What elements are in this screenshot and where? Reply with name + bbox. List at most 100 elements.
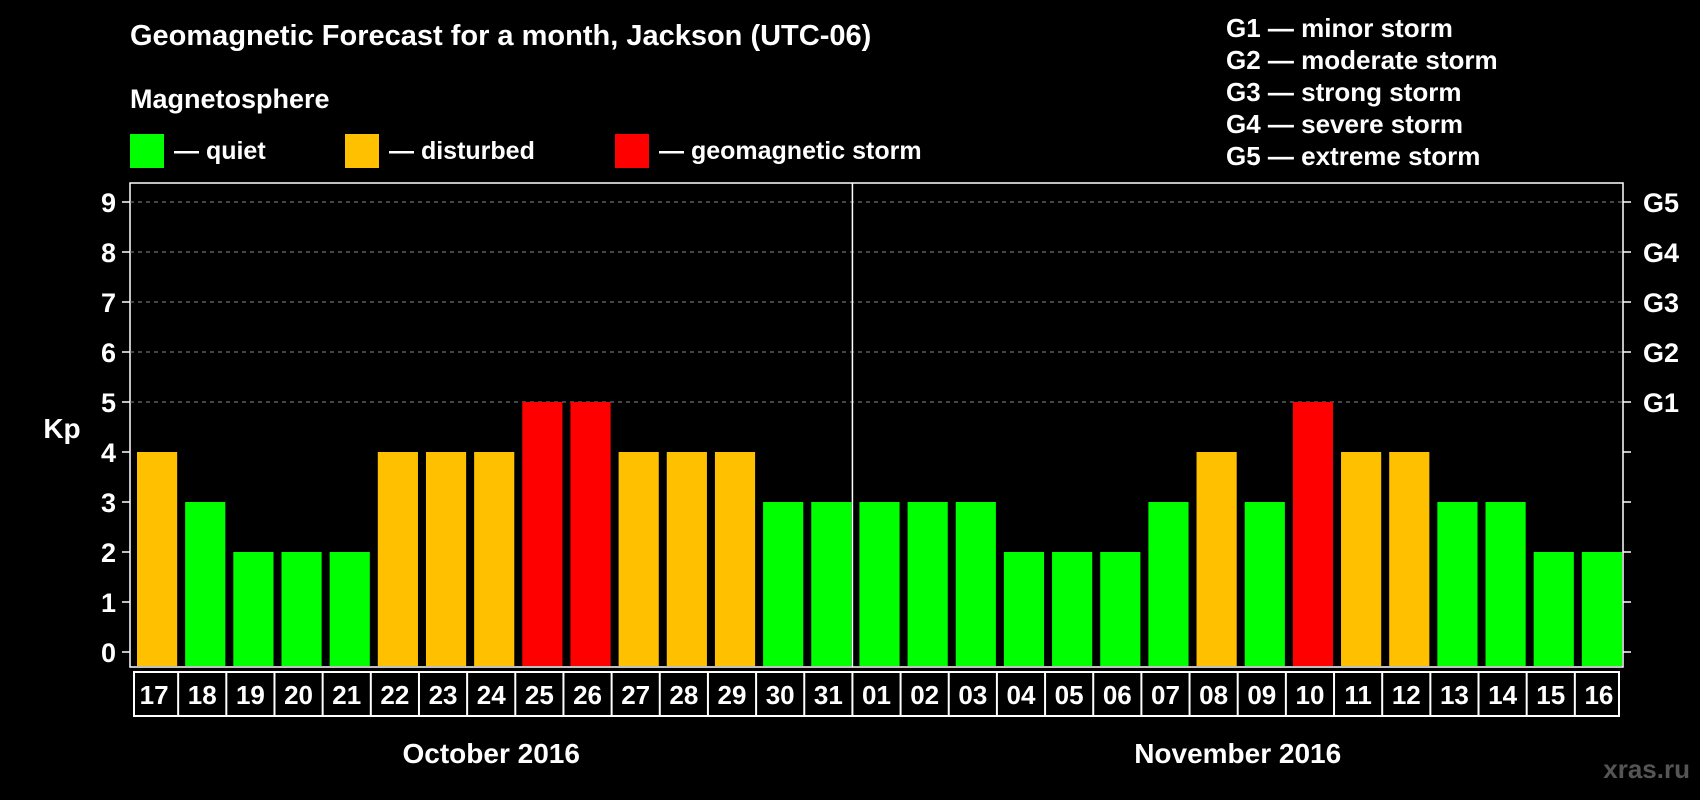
kp-bar [859, 502, 900, 666]
kp-bar [377, 452, 418, 666]
g-axis-label: G3 [1643, 288, 1679, 318]
date-label: 16 [1584, 680, 1613, 710]
kp-bar [1485, 502, 1526, 666]
date-row [133, 671, 1620, 717]
date-label: 22 [380, 680, 409, 710]
date-label: 29 [718, 680, 747, 710]
date-label: 12 [1392, 680, 1421, 710]
kp-bar [618, 452, 659, 666]
g-scale-item: G4 — severe storm [1226, 109, 1464, 139]
date-label: 14 [1488, 680, 1517, 710]
y-tick-label: 1 [101, 588, 116, 618]
y-tick-label: 4 [101, 438, 116, 468]
date-label: 02 [910, 680, 939, 710]
kp-bar [185, 502, 226, 666]
date-label: 23 [429, 680, 458, 710]
date-label: 11 [1344, 680, 1372, 710]
date-label: 19 [236, 680, 265, 710]
date-label: 13 [1440, 680, 1469, 710]
kp-bar [1244, 502, 1285, 666]
date-label: 15 [1536, 680, 1565, 710]
kp-bar [1003, 552, 1045, 666]
kp-bar [137, 452, 178, 666]
y-tick-label: 9 [101, 188, 116, 218]
month-label: November 2016 [1134, 738, 1341, 769]
watermark: xras.ru [1603, 754, 1690, 784]
g-axis-label: G5 [1643, 188, 1679, 218]
kp-bar [763, 502, 804, 666]
legend-disturbed: — disturbed [345, 134, 535, 168]
plot-frame [129, 182, 1624, 668]
y-tick-label: 2 [101, 538, 116, 568]
kp-bar [1148, 502, 1189, 666]
g-axis-label: G2 [1643, 338, 1679, 368]
g-axis-label: G1 [1643, 388, 1679, 418]
kp-bar [955, 502, 996, 666]
date-label: 28 [669, 680, 698, 710]
g-axis-label: G4 [1643, 238, 1679, 268]
y-tick-label: 8 [101, 238, 116, 268]
date-label: 07 [1151, 680, 1180, 710]
date-label: 26 [573, 680, 602, 710]
date-label: 25 [525, 680, 554, 710]
y-tick-label: 6 [101, 338, 116, 368]
g-scale-item: G2 — moderate storm [1226, 45, 1498, 75]
date-label: 06 [1103, 680, 1132, 710]
date-label: 24 [477, 680, 506, 710]
kp-bar [1052, 552, 1093, 666]
chart-title: Geomagnetic Forecast for a month, Jackso… [130, 20, 872, 52]
legend-storm-label: — geomagnetic storm [659, 136, 922, 165]
legend-quiet: — quiet [130, 134, 266, 168]
kp-bar [1581, 552, 1622, 666]
kp-bar [1100, 552, 1141, 666]
y-tick-label: 5 [101, 388, 116, 418]
date-label: 05 [1055, 680, 1084, 710]
date-label: 18 [188, 680, 217, 710]
kp-bar [281, 552, 322, 666]
kp-bar [1533, 552, 1574, 666]
kp-bar [1292, 402, 1334, 666]
y-tick-label: 7 [101, 288, 116, 318]
kp-bar [329, 552, 370, 666]
kp-bar [425, 452, 467, 666]
kp-bar [474, 452, 515, 666]
g-scale-legend: G1 — minor storm G2 — moderate storm G3 … [1226, 12, 1498, 172]
date-label: 10 [1295, 680, 1324, 710]
kp-bar [570, 402, 611, 666]
kp-bar [811, 502, 852, 666]
legend-disturbed-swatch [345, 134, 379, 168]
legend-quiet-swatch [130, 134, 164, 168]
y-tick-label: 3 [101, 488, 116, 518]
magnetosphere-label: Magnetosphere [130, 84, 330, 114]
date-label: 21 [332, 680, 361, 710]
date-label: 20 [284, 680, 313, 710]
legend-storm: — geomagnetic storm [615, 134, 922, 168]
kp-bar [1196, 452, 1237, 666]
kp-bar [522, 402, 563, 666]
date-label: 27 [621, 680, 650, 710]
legend-storm-swatch [615, 134, 649, 168]
date-label: 04 [1007, 680, 1036, 710]
date-label: 01 [862, 680, 891, 710]
kp-bar [1389, 452, 1430, 666]
kp-bar [1437, 502, 1478, 666]
date-label: 03 [958, 680, 987, 710]
date-label: 31 [814, 680, 843, 710]
y-axis-title: Kp [43, 413, 80, 444]
y-tick-label: 0 [101, 638, 116, 668]
g-scale-item: G5 — extreme storm [1226, 141, 1481, 171]
g-scale-item: G1 — minor storm [1226, 13, 1453, 43]
date-label: 09 [1247, 680, 1276, 710]
kp-bar [666, 452, 707, 666]
legend-disturbed-label: — disturbed [389, 136, 535, 165]
g-scale-item: G3 — strong storm [1226, 77, 1462, 107]
month-label: October 2016 [402, 738, 579, 769]
kp-bar [714, 452, 756, 666]
date-label: 08 [1199, 680, 1228, 710]
date-label: 17 [140, 680, 169, 710]
kp-bar [233, 552, 274, 666]
kp-bar [1341, 452, 1382, 666]
date-label: 30 [766, 680, 795, 710]
kp-bar [907, 502, 948, 666]
